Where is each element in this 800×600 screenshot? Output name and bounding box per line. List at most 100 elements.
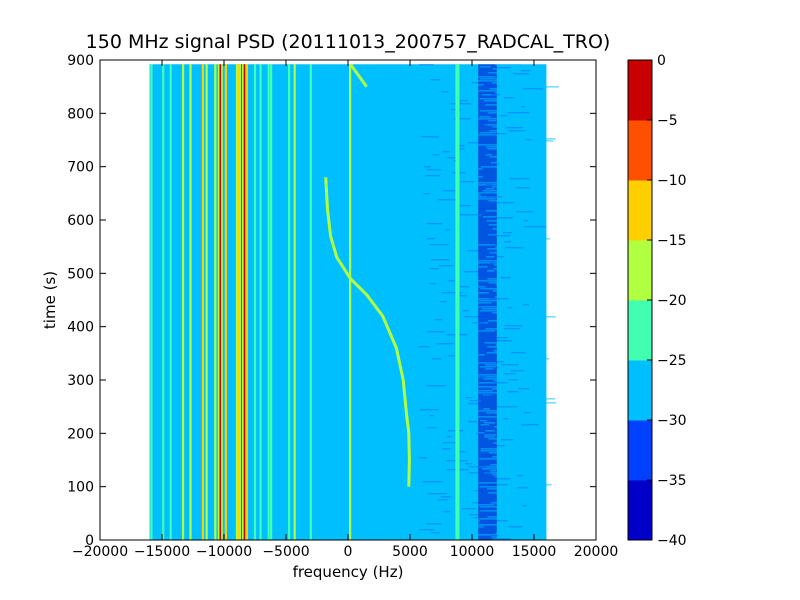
noise-speck — [490, 94, 500, 96]
noise-speck — [500, 439, 514, 441]
noise-speck — [448, 280, 455, 282]
noise-speck — [479, 208, 498, 210]
noise-speck — [447, 436, 452, 438]
noise-speck — [499, 114, 537, 116]
noise-speck — [505, 136, 523, 138]
noise-speck — [510, 70, 521, 72]
noise-speck — [512, 406, 542, 408]
noise-speck — [488, 320, 527, 322]
noise-speck — [516, 211, 534, 213]
noise-speck — [422, 481, 443, 483]
noise-speck — [481, 289, 486, 291]
noise-speck — [504, 274, 520, 276]
noise-speck — [516, 402, 557, 404]
noise-speck — [498, 372, 537, 374]
colorbar-tick-label: −40 — [657, 533, 687, 549]
noise-speck — [508, 242, 540, 244]
noise-speck — [502, 480, 526, 482]
noise-speck — [486, 196, 503, 198]
noise-speck — [478, 376, 486, 378]
noise-speck — [481, 94, 515, 96]
noise-speck — [512, 222, 540, 224]
noise-speck — [516, 158, 526, 160]
noise-speck — [440, 301, 447, 303]
colorbar-tick-label: −30 — [657, 413, 687, 429]
noise-speck — [486, 412, 518, 414]
noise-speck — [495, 532, 511, 534]
noise-speck — [476, 433, 489, 435]
noise-speck — [483, 408, 491, 410]
noise-speck — [480, 349, 491, 351]
x-tick-label: −10000 — [196, 544, 252, 560]
noise-speck — [500, 444, 543, 446]
noise-speck — [505, 102, 518, 104]
noise-speck — [510, 172, 543, 174]
noise-speck — [495, 284, 538, 286]
noise-speck — [506, 478, 514, 480]
noise-speck — [471, 76, 505, 78]
noise-speck — [513, 206, 533, 208]
noise-speck — [504, 446, 525, 448]
x-tick-label: −5000 — [262, 544, 309, 560]
noise-speck — [508, 128, 533, 130]
noise-speck — [467, 142, 480, 144]
noise-speck — [484, 422, 495, 424]
noise-speck — [495, 64, 522, 66]
noise-speck — [483, 394, 493, 396]
noise-speck — [479, 116, 491, 118]
noise-speck — [487, 112, 518, 114]
noise-speck — [473, 198, 496, 200]
noise-speck — [455, 295, 467, 297]
noise-speck — [479, 98, 504, 100]
noise-speck — [484, 100, 513, 102]
noise-speck — [434, 319, 443, 321]
noise-speck — [470, 184, 497, 186]
noise-speck — [514, 512, 530, 514]
noise-speck — [472, 386, 499, 388]
noise-speck — [508, 379, 518, 381]
noise-speck — [431, 358, 441, 360]
noise-speck — [473, 517, 481, 519]
noise-speck — [443, 190, 457, 192]
noise-speck — [485, 154, 492, 156]
noise-speck — [477, 121, 497, 123]
noise-speck — [472, 502, 494, 504]
noise-speck — [492, 367, 499, 369]
noise-speck — [494, 92, 518, 94]
noise-speck — [479, 300, 502, 302]
noise-speck — [499, 122, 533, 124]
noise-speck — [504, 404, 545, 406]
noise-speck — [468, 466, 486, 468]
noise-speck — [504, 97, 515, 99]
noise-speck — [492, 456, 503, 458]
noise-speck — [505, 127, 523, 129]
noise-speck — [473, 298, 516, 300]
noise-speck — [510, 360, 535, 362]
noise-speck — [437, 499, 448, 501]
noise-speck — [483, 472, 519, 474]
noise-speck — [471, 410, 502, 412]
noise-speck — [511, 352, 526, 354]
y-tick-label: 0 — [85, 533, 94, 549]
noise-speck — [508, 174, 524, 176]
noise-speck — [490, 470, 497, 472]
noise-speck — [486, 256, 495, 258]
x-tick-label: 10000 — [450, 544, 495, 560]
noise-speck — [485, 210, 503, 212]
noise-speck — [503, 514, 519, 516]
noise-speck — [506, 74, 524, 76]
noise-speck — [430, 259, 450, 261]
noise-speck — [514, 316, 556, 318]
noise-speck — [432, 154, 440, 156]
noise-speck — [472, 196, 504, 198]
noise-speck — [493, 442, 518, 444]
noise-speck — [510, 522, 547, 524]
noise-speck — [496, 498, 526, 500]
noise-speck — [488, 72, 518, 74]
noise-speck — [490, 445, 505, 447]
noise-speck — [495, 246, 541, 248]
noise-speck — [472, 362, 497, 364]
noise-speck — [490, 464, 501, 466]
colorbar-tick-label: −20 — [657, 293, 687, 309]
